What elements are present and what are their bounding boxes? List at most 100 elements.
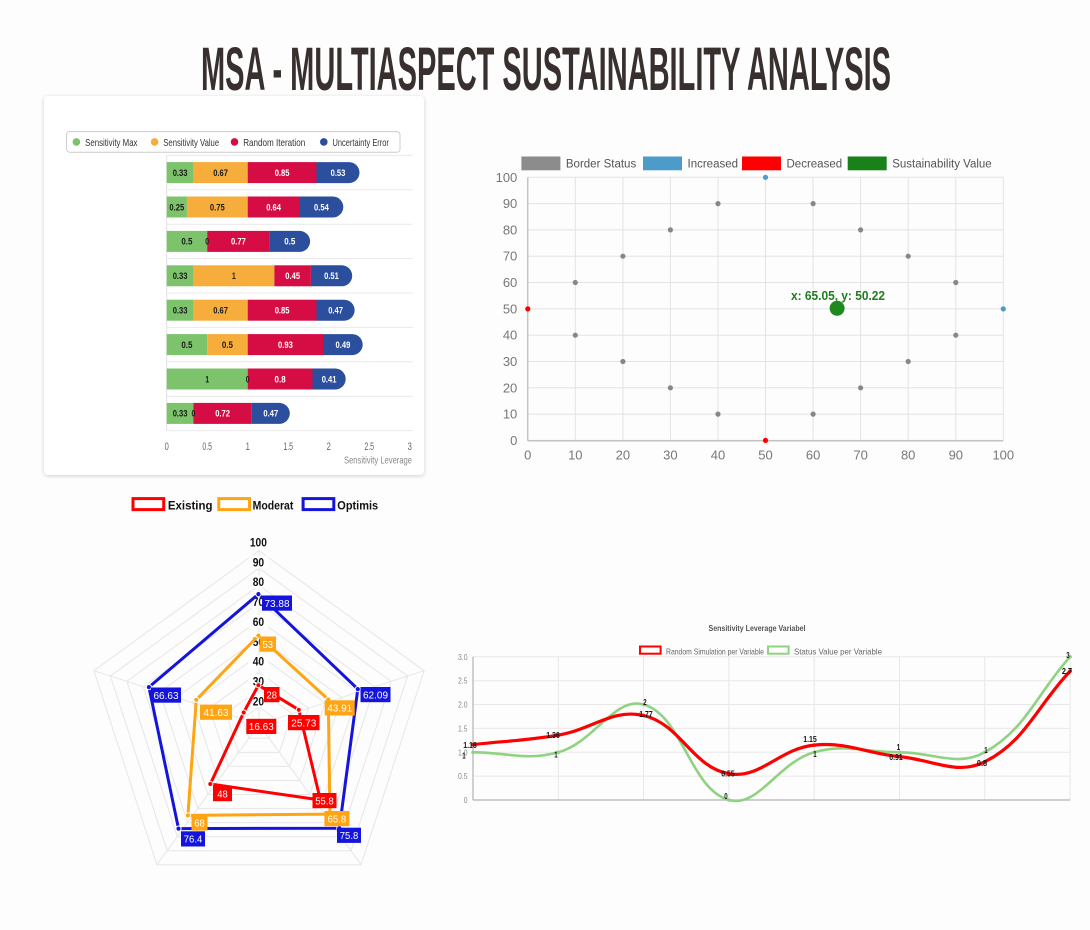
svg-text:0.54: 0.54 bbox=[314, 202, 329, 213]
svg-text:Sensitivity Value: Sensitivity Value bbox=[163, 137, 219, 149]
svg-text:62.09: 62.09 bbox=[363, 689, 388, 701]
svg-text:0: 0 bbox=[524, 448, 531, 463]
svg-text:2.5: 2.5 bbox=[458, 676, 468, 686]
svg-text:90: 90 bbox=[253, 555, 265, 569]
svg-text:0.49: 0.49 bbox=[336, 340, 351, 351]
svg-text:0.45: 0.45 bbox=[285, 271, 300, 282]
svg-text:41.63: 41.63 bbox=[204, 707, 229, 719]
svg-text:0.5: 0.5 bbox=[284, 237, 296, 248]
svg-text:43.91: 43.91 bbox=[327, 703, 352, 715]
svg-text:2.5: 2.5 bbox=[364, 441, 374, 453]
svg-text:90: 90 bbox=[503, 196, 517, 211]
svg-text:76.4: 76.4 bbox=[184, 834, 203, 846]
svg-text:0.5: 0.5 bbox=[458, 771, 468, 781]
svg-text:0.8: 0.8 bbox=[977, 759, 988, 768]
svg-text:100: 100 bbox=[992, 448, 1014, 463]
svg-text:1: 1 bbox=[554, 751, 558, 760]
svg-text:20: 20 bbox=[253, 694, 265, 708]
svg-text:0.72: 0.72 bbox=[215, 409, 230, 420]
svg-text:0.5: 0.5 bbox=[202, 441, 212, 453]
svg-text:48: 48 bbox=[217, 788, 228, 800]
svg-text:60: 60 bbox=[503, 275, 517, 290]
svg-text:Sustainability Value: Sustainability Value bbox=[892, 159, 992, 171]
svg-text:40: 40 bbox=[253, 655, 265, 669]
svg-text:65.8: 65.8 bbox=[328, 813, 347, 825]
svg-text:Increased: Increased bbox=[688, 159, 739, 171]
svg-text:0.91: 0.91 bbox=[889, 753, 903, 762]
svg-text:1: 1 bbox=[205, 374, 209, 385]
svg-text:80: 80 bbox=[901, 448, 915, 463]
svg-text:70: 70 bbox=[253, 595, 265, 609]
svg-text:20: 20 bbox=[503, 380, 517, 395]
svg-text:1: 1 bbox=[246, 441, 250, 453]
svg-text:0.75: 0.75 bbox=[210, 202, 225, 213]
svg-text:Random Iteration: Random Iteration bbox=[243, 137, 305, 149]
svg-text:60: 60 bbox=[253, 615, 265, 629]
svg-text:20: 20 bbox=[616, 448, 630, 463]
svg-text:75.8: 75.8 bbox=[340, 830, 359, 842]
svg-text:1: 1 bbox=[462, 752, 466, 761]
svg-text:90: 90 bbox=[949, 448, 963, 463]
svg-text:55.8: 55.8 bbox=[315, 795, 334, 807]
svg-text:3: 3 bbox=[408, 441, 412, 453]
svg-text:30: 30 bbox=[503, 354, 517, 369]
svg-text:0.47: 0.47 bbox=[263, 409, 278, 420]
svg-text:Sensitivity Leverage Variabel: Sensitivity Leverage Variabel bbox=[709, 623, 806, 633]
svg-text:0.85: 0.85 bbox=[275, 306, 290, 317]
svg-text:50: 50 bbox=[253, 635, 265, 649]
svg-text:0.33: 0.33 bbox=[173, 271, 188, 282]
svg-text:Border Status: Border Status bbox=[566, 159, 637, 171]
svg-text:1.0: 1.0 bbox=[458, 747, 468, 757]
svg-text:0: 0 bbox=[724, 792, 728, 801]
svg-text:0: 0 bbox=[246, 374, 250, 385]
svg-text:0.41: 0.41 bbox=[322, 374, 337, 385]
svg-text:70: 70 bbox=[853, 448, 867, 463]
svg-text:0.67: 0.67 bbox=[213, 168, 228, 179]
svg-text:0.5: 0.5 bbox=[181, 237, 193, 248]
svg-text:0.5: 0.5 bbox=[181, 340, 193, 351]
svg-text:2: 2 bbox=[643, 698, 647, 707]
svg-text:2.0: 2.0 bbox=[458, 700, 468, 710]
svg-text:0.33: 0.33 bbox=[173, 168, 188, 179]
svg-text:68: 68 bbox=[194, 818, 205, 830]
svg-text:0: 0 bbox=[205, 237, 209, 248]
svg-text:1.15: 1.15 bbox=[803, 735, 817, 744]
svg-text:40: 40 bbox=[503, 328, 517, 343]
svg-text:Existing: Existing bbox=[168, 501, 213, 513]
svg-text:53: 53 bbox=[263, 639, 274, 651]
svg-text:Moderat: Moderat bbox=[253, 501, 294, 513]
svg-text:0.55: 0.55 bbox=[721, 770, 735, 779]
svg-text:66.63: 66.63 bbox=[154, 690, 179, 702]
svg-text:Sensitivity Max: Sensitivity Max bbox=[85, 137, 138, 149]
svg-text:Optimis: Optimis bbox=[337, 501, 378, 513]
svg-text:1.77: 1.77 bbox=[639, 710, 653, 719]
svg-text:2.7: 2.7 bbox=[1062, 667, 1073, 676]
svg-text:70: 70 bbox=[503, 249, 517, 264]
svg-text:0: 0 bbox=[165, 441, 169, 453]
svg-text:0.47: 0.47 bbox=[328, 306, 343, 317]
svg-text:1: 1 bbox=[984, 746, 988, 755]
svg-text:0.67: 0.67 bbox=[213, 306, 228, 317]
svg-text:0.33: 0.33 bbox=[173, 409, 188, 420]
svg-text:0: 0 bbox=[510, 433, 517, 448]
svg-text:Status Value per Variable: Status Value per Variable bbox=[794, 647, 882, 657]
svg-text:0.85: 0.85 bbox=[275, 168, 290, 179]
svg-text:0.64: 0.64 bbox=[266, 202, 281, 213]
svg-text:60: 60 bbox=[806, 448, 820, 463]
svg-text:Uncertainty Error: Uncertainty Error bbox=[333, 137, 390, 149]
svg-text:0.93: 0.93 bbox=[278, 340, 293, 351]
svg-text:3.0: 3.0 bbox=[458, 652, 468, 662]
svg-text:100: 100 bbox=[496, 170, 518, 185]
svg-text:28: 28 bbox=[267, 689, 278, 701]
svg-text:0.25: 0.25 bbox=[169, 202, 184, 213]
svg-text:0.51: 0.51 bbox=[324, 271, 339, 282]
svg-text:73.88: 73.88 bbox=[265, 598, 290, 610]
svg-text:10: 10 bbox=[503, 407, 517, 422]
svg-text:1.36: 1.36 bbox=[546, 731, 560, 740]
svg-text:0.53: 0.53 bbox=[331, 168, 346, 179]
svg-text:0.5: 0.5 bbox=[222, 340, 234, 351]
svg-text:Sensitivity Leverage: Sensitivity Leverage bbox=[344, 455, 412, 467]
svg-text:16.63: 16.63 bbox=[249, 721, 274, 733]
svg-text:100: 100 bbox=[250, 535, 267, 549]
svg-text:Random Simulation per Variable: Random Simulation per Variable bbox=[666, 647, 764, 657]
